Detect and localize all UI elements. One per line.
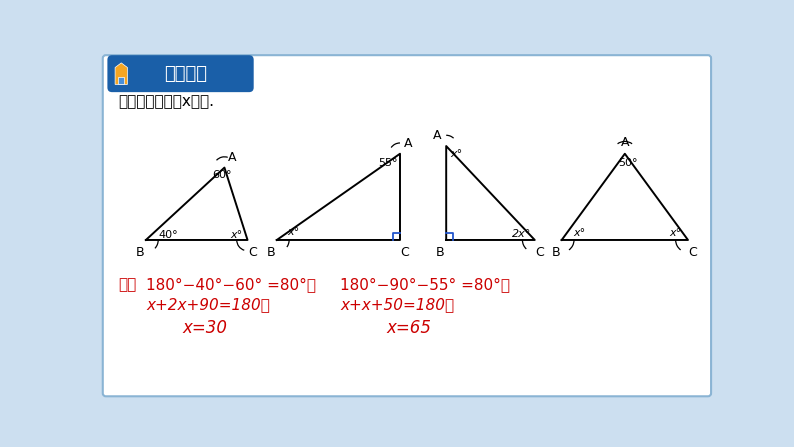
Text: 针对练习: 针对练习 (164, 65, 207, 84)
Text: C: C (688, 246, 697, 259)
Text: 40°: 40° (158, 230, 178, 240)
Text: C: C (248, 246, 256, 259)
Text: 2x°: 2x° (511, 229, 531, 239)
Text: x°: x° (669, 228, 682, 238)
Text: 55°: 55° (379, 158, 398, 168)
Text: 50°: 50° (619, 158, 638, 168)
Text: 解：: 解： (118, 277, 137, 292)
Text: B: B (436, 246, 445, 259)
Text: A: A (433, 129, 441, 142)
Text: x°: x° (287, 228, 300, 237)
Text: B: B (267, 246, 276, 259)
Text: x+x+50=180；: x+x+50=180； (340, 297, 454, 312)
FancyBboxPatch shape (102, 55, 711, 396)
Text: x°: x° (450, 149, 462, 159)
Text: C: C (400, 246, 409, 259)
Text: A: A (621, 136, 629, 149)
Text: C: C (535, 246, 544, 259)
Text: 求出下列各图中x的值.: 求出下列各图中x的值. (118, 94, 214, 109)
Text: 60°: 60° (212, 170, 232, 181)
Text: B: B (137, 246, 145, 259)
Text: x°: x° (573, 228, 585, 238)
Text: x=30: x=30 (182, 319, 227, 337)
Text: x+2x+90=180；: x+2x+90=180； (146, 297, 270, 312)
Text: x=65: x=65 (386, 319, 431, 337)
Text: B: B (552, 246, 561, 259)
Text: A: A (404, 137, 412, 150)
Text: 180°−40°−60° =80°；: 180°−40°−60° =80°； (146, 277, 316, 292)
Polygon shape (115, 63, 127, 84)
Text: x°: x° (230, 230, 243, 240)
Text: 180°−90°−55° =80°；: 180°−90°−55° =80°； (340, 277, 510, 292)
Polygon shape (118, 77, 125, 84)
FancyBboxPatch shape (107, 55, 254, 92)
Text: A: A (228, 151, 236, 164)
